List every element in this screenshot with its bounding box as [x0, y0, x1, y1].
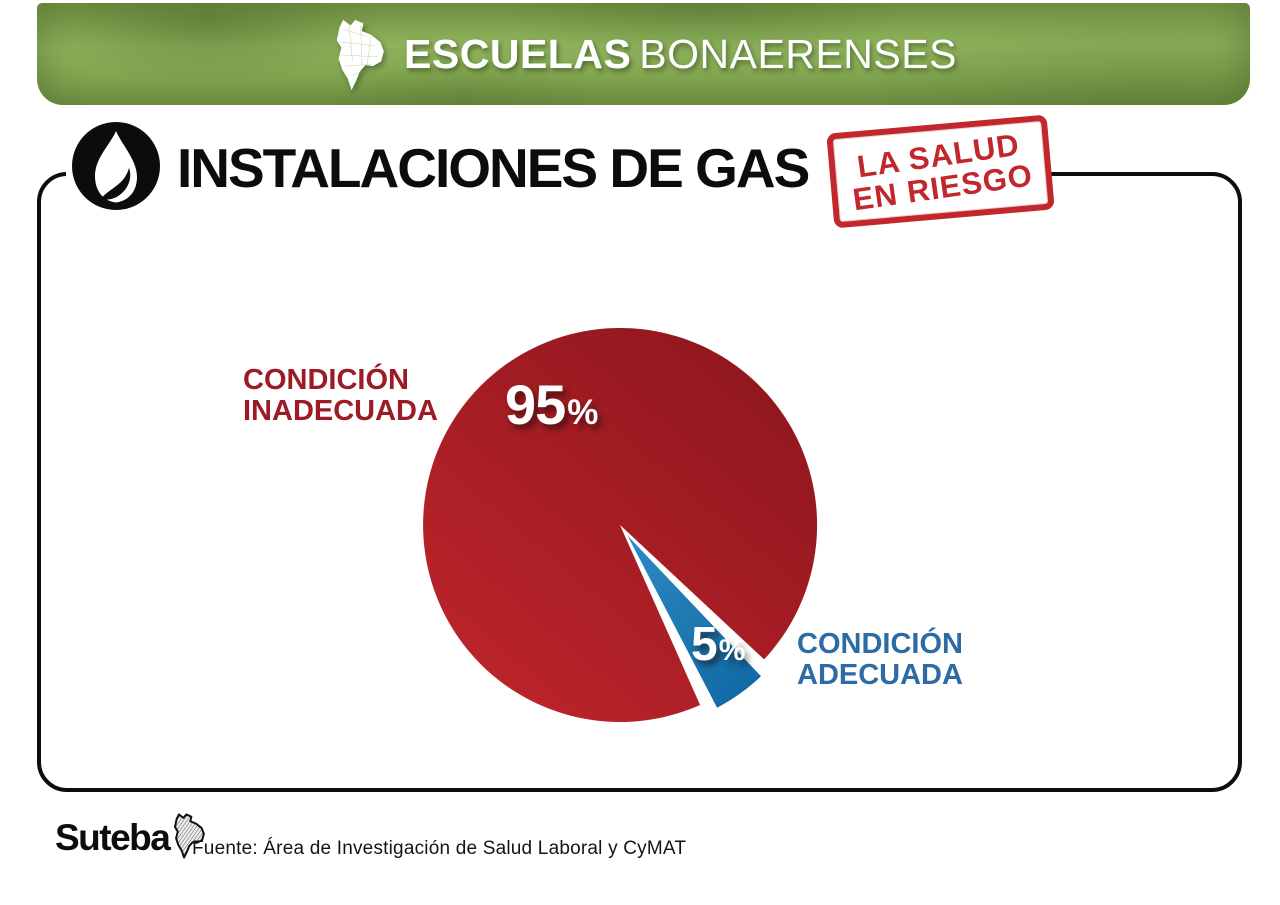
title-background-mask — [66, 134, 834, 204]
value-label-5: 5% — [691, 617, 745, 672]
page-title: INSTALACIONES DE GAS — [177, 137, 810, 199]
suteba-logo-text: Suteba — [55, 817, 171, 858]
suteba-logo: Suteba — [55, 813, 206, 859]
risk-stamp-text: LA SALUD EN RIESGO — [846, 126, 1034, 216]
value-5-percent-sign: % — [718, 634, 746, 667]
banner-title-bold: ESCUELAS — [404, 30, 632, 77]
source-text: Fuente: Área de Investigación de Salud L… — [192, 838, 687, 859]
label-condicion-adecuada: CONDICIÓN ADECUADA — [797, 629, 963, 691]
label-inadecuada-line1: CONDICIÓN — [243, 364, 409, 396]
label-adecuada-line1: CONDICIÓN — [797, 628, 963, 660]
value-95-number: 95 — [505, 373, 566, 436]
banner-title: ESCUELAS BONAERENSES — [404, 31, 957, 78]
pie-slice-condicion-adecuada — [627, 535, 761, 708]
suteba-map-icon — [174, 813, 206, 859]
banner-title-light: BONAERENSES — [639, 30, 957, 77]
pie-slice-condicion-inadecuada — [423, 327, 818, 722]
gas-flame-icon — [72, 122, 160, 210]
value-5-number: 5 — [691, 618, 718, 671]
buenos-aires-map-icon — [336, 19, 384, 91]
banner: ESCUELAS BONAERENSES — [37, 3, 1250, 105]
pie-chart — [423, 327, 818, 722]
value-label-95: 95% — [505, 372, 598, 437]
value-95-percent-sign: % — [567, 393, 599, 432]
label-adecuada-line2: ADECUADA — [797, 659, 963, 691]
label-condicion-inadecuada: CONDICIÓN INADECUADA — [243, 365, 438, 427]
label-inadecuada-line2: INADECUADA — [243, 395, 438, 427]
risk-stamp: LA SALUD EN RIESGO — [826, 114, 1055, 229]
